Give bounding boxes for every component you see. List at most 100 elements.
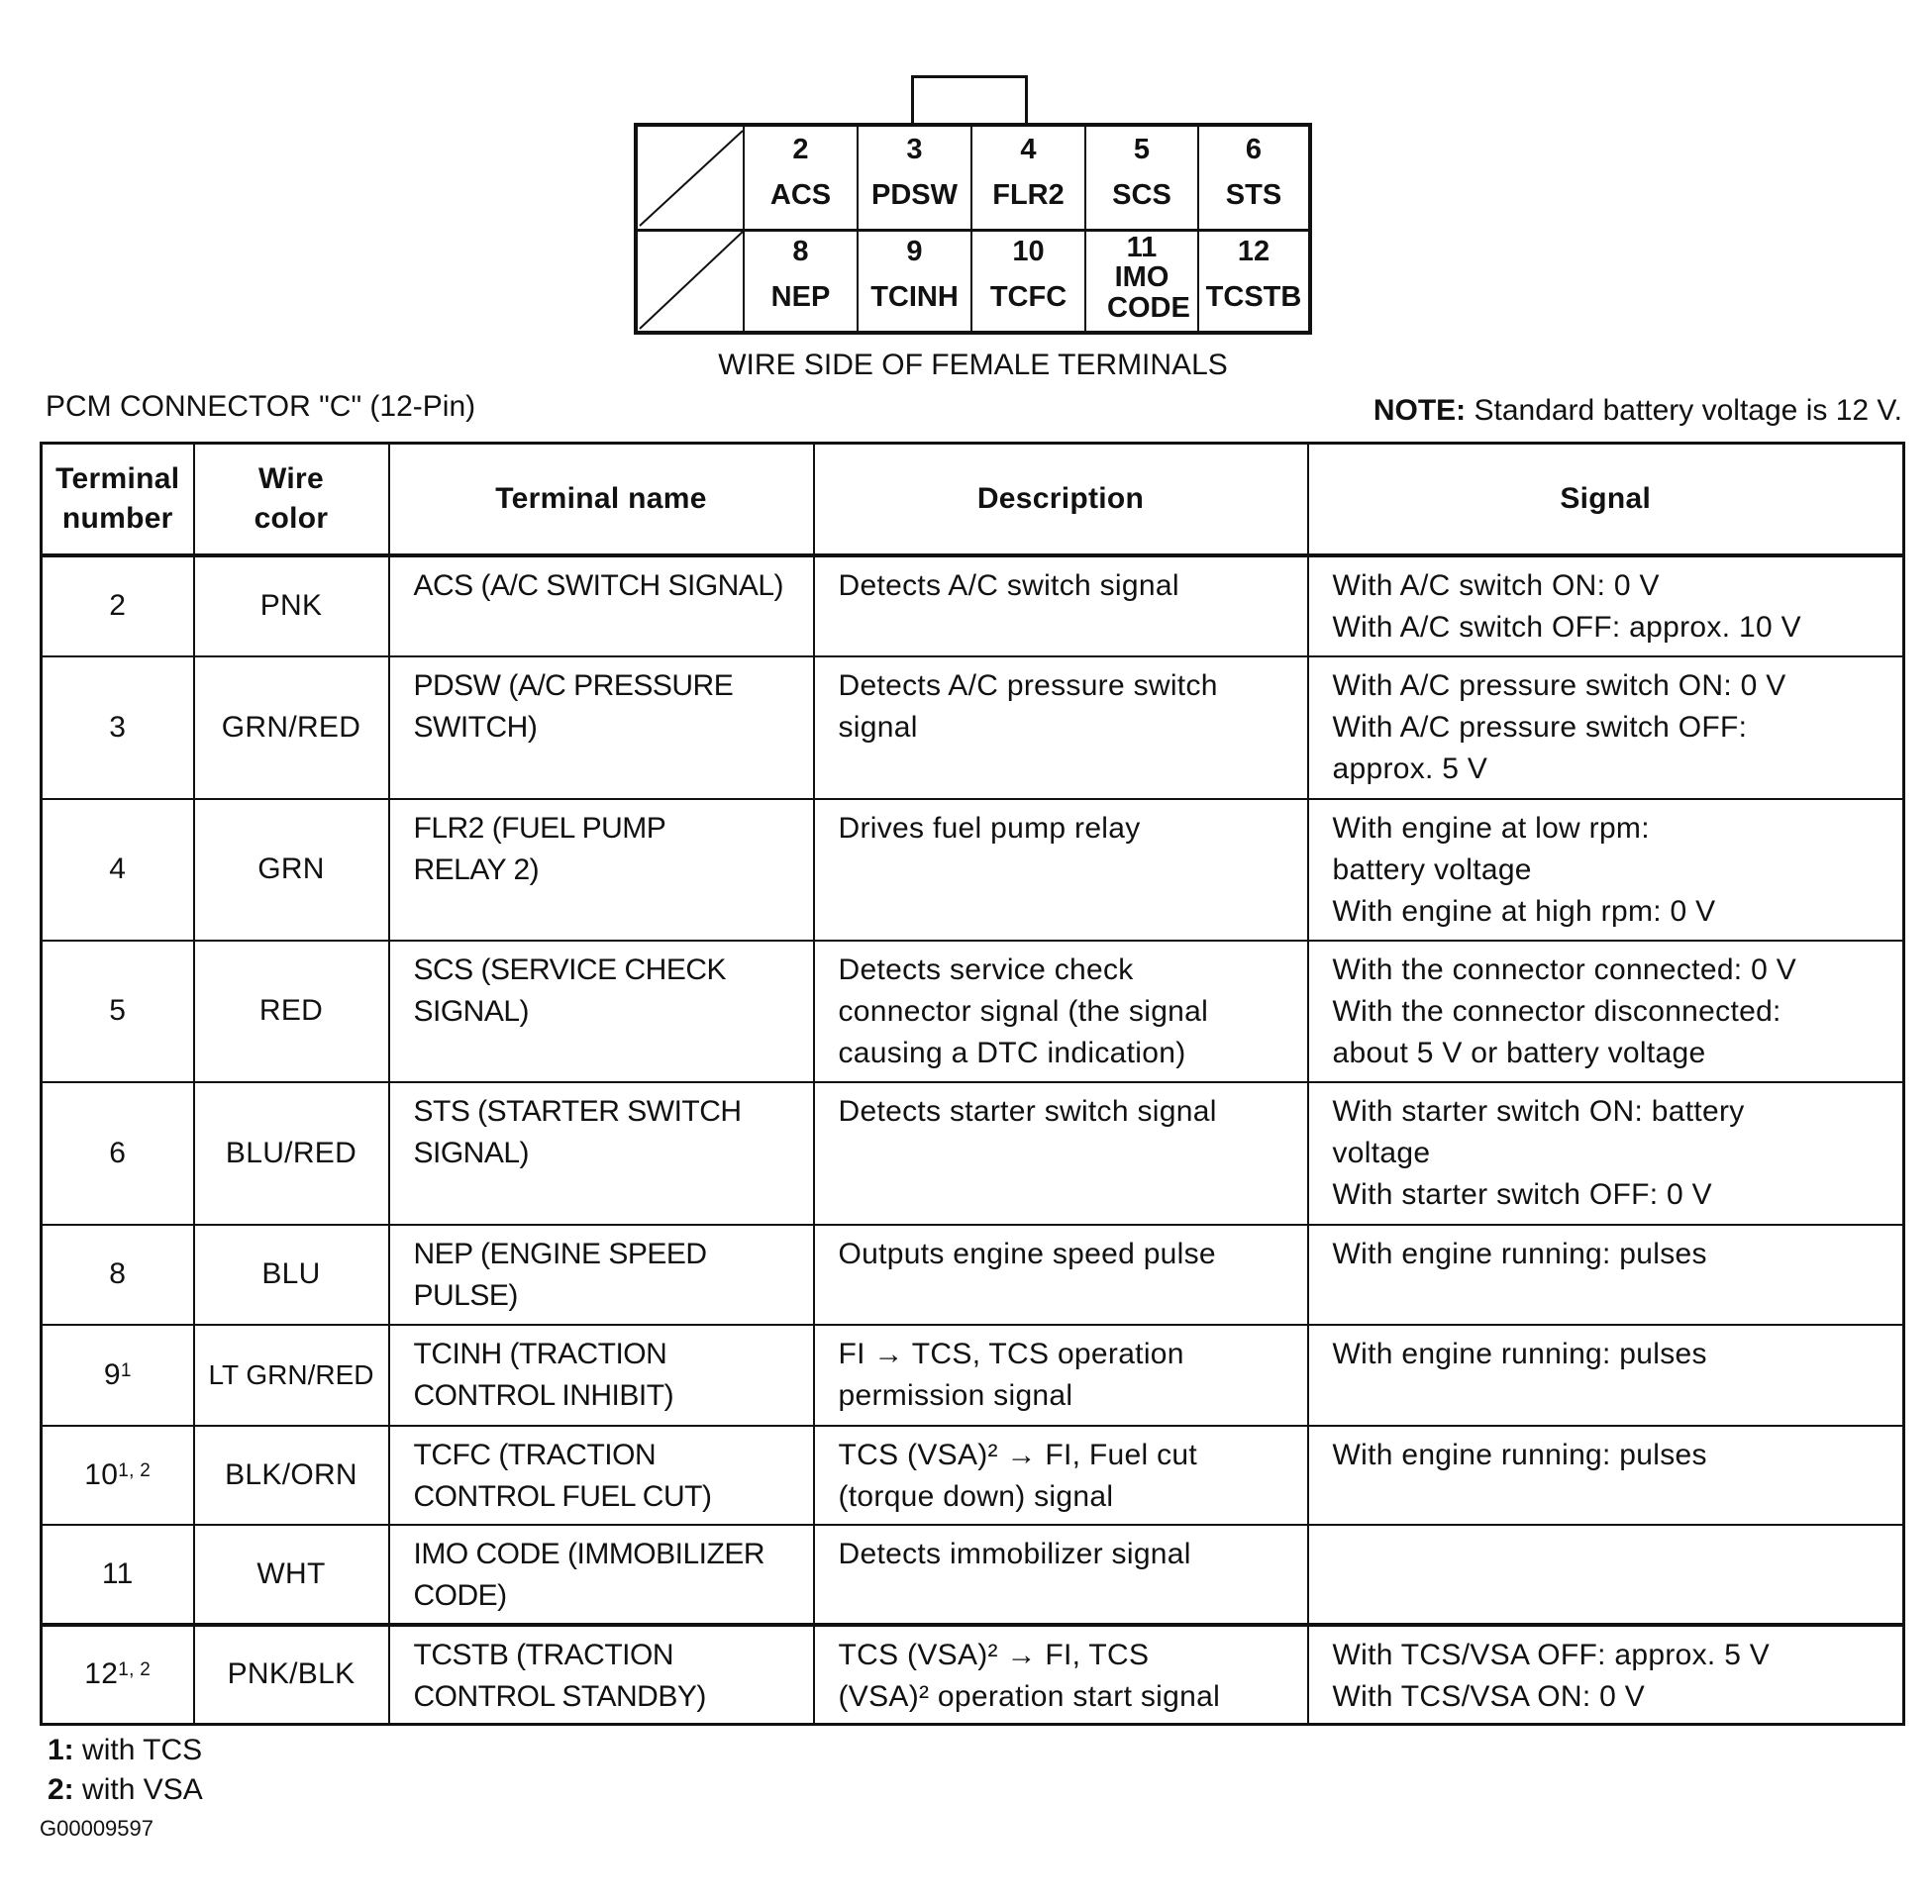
wire-color: BLU <box>192 1223 390 1326</box>
terminal-name: TCSTB (TRACTION CONTROL STANDBY) <box>387 1623 815 1726</box>
terminal-value: 4 <box>109 852 127 885</box>
table-row: 2 PNK ACS (A/C SWITCH SIGNAL) Detects A/C s… <box>40 553 1905 657</box>
table-row: 5 RED SCS (SERVICE CHECK SIGNAL) Detects ser… <box>40 939 1905 1083</box>
name-line: RELAY 2) <box>413 852 540 886</box>
signal-line: With engine running: pulses <box>1332 1237 1707 1270</box>
header-signal: Signal <box>1306 442 1905 556</box>
signal-line: voltage <box>1332 1136 1431 1169</box>
description: Outputs engine speed pulse <box>812 1223 1309 1326</box>
pin-name: SCS <box>1112 179 1171 212</box>
desc-line: Outputs engine speed pulse <box>838 1237 1216 1270</box>
signal-line: about 5 V or battery voltage <box>1332 1036 1706 1069</box>
note: NOTE: Standard battery voltage is 12 V. <box>1373 394 1902 428</box>
pin-name: TCSTB <box>1205 281 1302 314</box>
description: Detects immobilizer signal <box>812 1523 1309 1626</box>
terminal-number: 121, 2 <box>40 1623 195 1726</box>
terminal-number: 4 <box>40 797 195 942</box>
table-row: 4 GRN FLR2 (FUEL PUMP RELAY 2) Drives fuel p… <box>40 797 1905 942</box>
connector-pin-3: 3 PDSW <box>857 127 970 229</box>
footnote-ref: 1, 2 <box>118 1459 152 1481</box>
terminal-name: TCFC (TRACTION CONTROL FUEL CUT) <box>387 1424 815 1526</box>
pin-name: ACS <box>769 179 832 212</box>
description: FI → TCS, TCS operation permission signal <box>812 1323 1309 1427</box>
pin-name: IMO CODE <box>1107 261 1190 324</box>
signal: With TCS/VSA OFF: approx. 5 V With TCS/VS… <box>1306 1623 1905 1726</box>
pin-number: 9 <box>906 236 923 267</box>
signal-line: With engine at low rpm: <box>1332 811 1650 845</box>
name-line: TCSTB (TRACTION <box>413 1638 674 1671</box>
terminal-value: 8 <box>109 1257 127 1290</box>
signal-line: approx. 5 V <box>1332 752 1488 785</box>
row-divider <box>638 229 1308 232</box>
terminal-value: 2 <box>109 589 127 622</box>
connector-diagram: 2 ACS 3 PDSW 4 FLR2 5 SCS 6 STS 8 NEP 9 TCINH 10 TCFC 11… <box>634 123 1312 335</box>
footnote-key: 2: <box>48 1773 74 1806</box>
desc-line: (torque down) signal <box>838 1479 1114 1513</box>
description: Detects A/C pressure switch signal <box>812 654 1309 800</box>
terminal-value: 11 <box>101 1556 134 1590</box>
desc-line: permission signal <box>838 1378 1073 1412</box>
signal: With engine running: pulses <box>1306 1223 1905 1326</box>
connector-pin-8: 8 NEP <box>743 229 857 331</box>
pin-name: PDSW <box>871 179 958 212</box>
blank-pin-slashes <box>639 130 744 330</box>
description: Detects service check connector signal (t… <box>812 939 1309 1083</box>
name-line: NEP (ENGINE SPEED <box>413 1237 708 1270</box>
desc-line: TCS (VSA)² → FI, Fuel cut <box>838 1438 1198 1471</box>
terminal-name: TCINH (TRACTION CONTROL INHIBIT) <box>387 1323 815 1427</box>
name-line: FLR2 (FUEL PUMP <box>413 811 666 845</box>
signal: With A/C pressure switch ON: 0 V With A/C… <box>1306 654 1905 800</box>
name-line: PDSW (A/C PRESSURE <box>413 668 734 702</box>
terminal-number: 11 <box>40 1523 195 1626</box>
table-row: 91 LT GRN/RED TCINH (TRACTION CONTROL INHIB… <box>40 1323 1905 1427</box>
terminal-number: 3 <box>40 654 195 800</box>
note-label: NOTE: <box>1373 394 1467 427</box>
signal: With the connector connected: 0 V With th… <box>1306 939 1905 1083</box>
terminal-value: 10 <box>84 1457 119 1491</box>
signal-line: With starter switch OFF: 0 V <box>1332 1177 1712 1211</box>
pin-number: 5 <box>1133 134 1151 165</box>
terminal-number: 5 <box>40 939 195 1083</box>
connector-pin-10: 10 TCFC <box>970 229 1084 331</box>
terminal-name: SCS (SERVICE CHECK SIGNAL) <box>387 939 815 1083</box>
terminal-table: Terminal number Wire color Terminal name… <box>40 442 1905 1726</box>
name-line: SCS (SERVICE CHECK <box>413 952 727 986</box>
desc-line: connector signal (the signal <box>838 994 1209 1028</box>
signal <box>1306 1523 1905 1626</box>
pin-number: 11 <box>1126 232 1158 263</box>
signal-line: With A/C switch ON: 0 V <box>1332 568 1660 602</box>
name-line: CONTROL INHIBIT) <box>413 1378 674 1412</box>
terminal-number: 8 <box>40 1223 195 1326</box>
wire-color: BLK/ORN <box>192 1424 390 1526</box>
table-row: 6 BLU/RED STS (STARTER SWITCH SIGNAL) Detect… <box>40 1080 1905 1226</box>
terminal-value: 5 <box>109 994 127 1027</box>
terminal-name: ACS (A/C SWITCH SIGNAL) <box>387 553 815 657</box>
terminal-name: STS (STARTER SWITCH SIGNAL) <box>387 1080 815 1226</box>
footnote-2: 2: with VSA <box>48 1770 203 1810</box>
wire-color: WHT <box>192 1523 390 1626</box>
wire-color: LT GRN/RED <box>192 1323 390 1427</box>
signal-line: With TCS/VSA ON: 0 V <box>1332 1679 1646 1713</box>
footnote-key: 1: <box>48 1734 74 1766</box>
wire-color: PNK <box>192 553 390 657</box>
name-line: IMO CODE (IMMOBILIZER <box>413 1537 765 1570</box>
name-line: SIGNAL) <box>413 1136 530 1169</box>
table-row: 121, 2 PNK/BLK TCSTB (TRACTION CONTROL STAN… <box>40 1623 1905 1726</box>
signal-line: With TCS/VSA OFF: approx. 5 V <box>1332 1638 1771 1671</box>
terminal-value: 12 <box>84 1657 119 1691</box>
desc-line: Detects A/C pressure switch <box>838 668 1218 702</box>
name-line: SWITCH) <box>413 710 538 744</box>
terminal-number: 101, 2 <box>40 1424 195 1526</box>
terminal-name: IMO CODE (IMMOBILIZER CODE) <box>387 1523 815 1626</box>
connector-pin-4: 4 FLR2 <box>970 127 1084 229</box>
footnote-ref: 1, 2 <box>118 1659 152 1681</box>
signal-line: With the connector disconnected: <box>1332 994 1781 1028</box>
footnote-text: with VSA <box>73 1773 203 1806</box>
terminal-value: 3 <box>109 710 127 744</box>
table-row: 101, 2 BLK/ORN TCFC (TRACTION CONTROL FUEL … <box>40 1424 1905 1526</box>
signal-line: With A/C pressure switch ON: 0 V <box>1332 668 1786 702</box>
wire-color: PNK/BLK <box>192 1623 390 1726</box>
connector-title: PCM CONNECTOR "C" (12-Pin) <box>46 390 476 423</box>
desc-line: Detects immobilizer signal <box>838 1537 1191 1570</box>
signal: With A/C switch ON: 0 V With A/C switch O… <box>1306 553 1905 657</box>
